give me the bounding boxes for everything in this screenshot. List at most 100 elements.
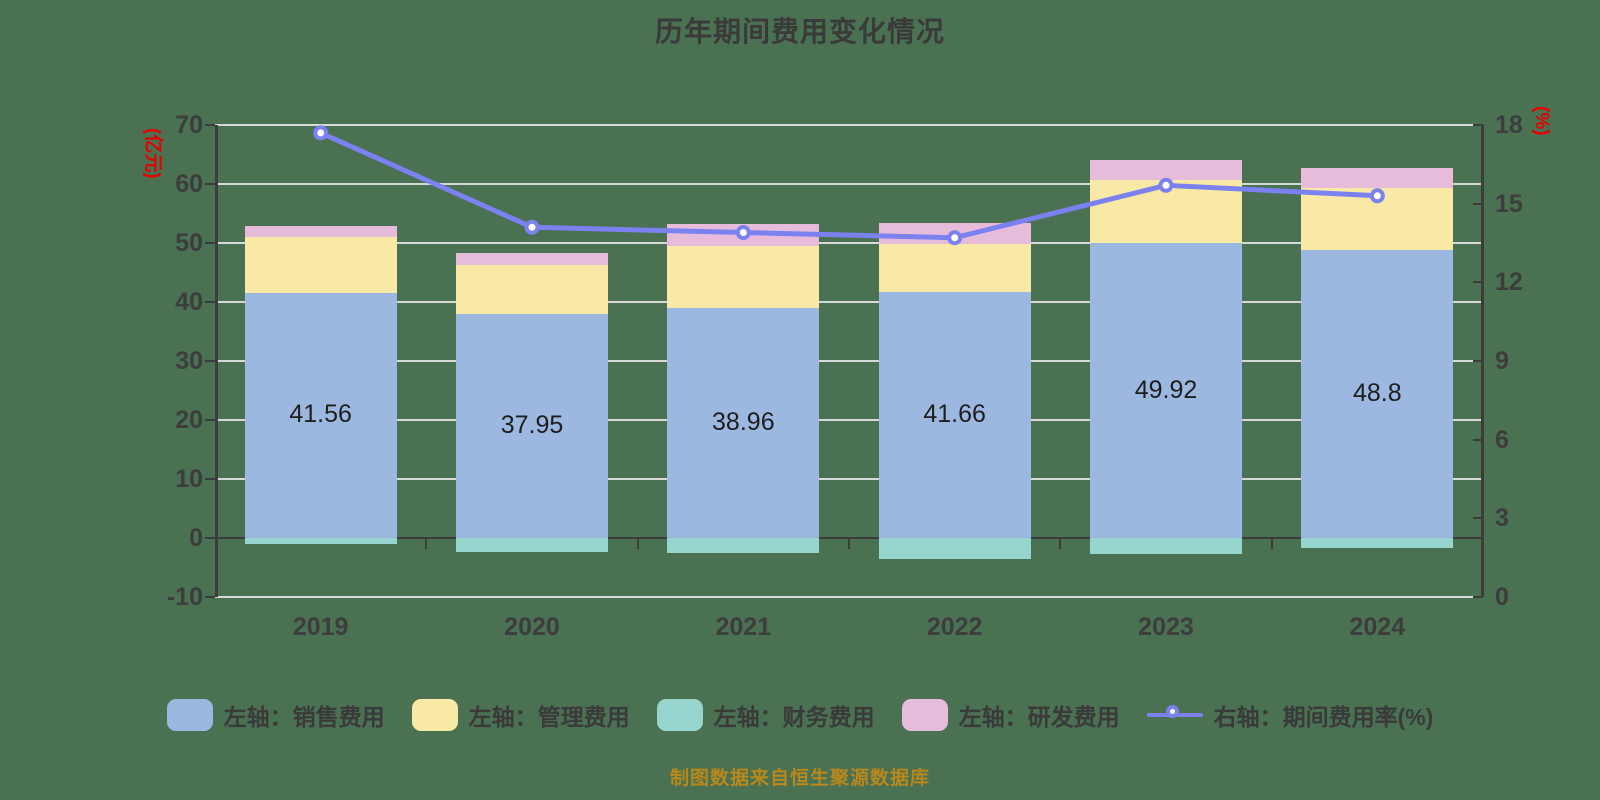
bar-segment-financial-2024[interactable]	[1301, 538, 1454, 549]
left-axis-label-20: 20	[175, 406, 203, 434]
bar-value-label-2023: 49.92	[1134, 375, 1198, 404]
right-axis-line	[1481, 125, 1484, 597]
left-axis-label-0: 0	[189, 524, 203, 552]
grid-line-50	[215, 242, 1483, 244]
bar-segment-rnd-2020[interactable]	[456, 252, 608, 265]
bar-segment-sales-2019[interactable]	[244, 292, 397, 538]
grid-line-30	[215, 360, 1483, 362]
x-axis-tick-2	[636, 538, 639, 549]
right-axis-tick-18	[1473, 124, 1483, 126]
bar-segment-financial-2019[interactable]	[244, 538, 397, 544]
bar-segment-financial-2020[interactable]	[456, 538, 608, 553]
management-swatch-icon	[411, 699, 458, 731]
legend-item-financial[interactable]: 左轴：财务费用	[656, 698, 875, 732]
left-axis-tick--10	[205, 596, 215, 598]
bar-segment-management-2019[interactable]	[244, 236, 397, 293]
grid-line-70	[215, 124, 1483, 126]
x-label-2020: 2020	[504, 613, 560, 641]
x-axis-tick-4	[1059, 538, 1062, 549]
bar-value-label-2020: 37.95	[500, 411, 564, 440]
left-axis-tick-60	[205, 183, 215, 185]
rate-marker-2021[interactable]	[735, 225, 751, 241]
right-axis-label-9: 9	[1495, 347, 1509, 375]
legend: 左轴：销售费用 左轴：管理费用 左轴：财务费用 左轴：研发费用 右轴：期间费用率…	[0, 698, 1600, 732]
bar-value-label-2021: 38.96	[712, 408, 775, 437]
right-axis-tick-12	[1473, 281, 1483, 284]
right-axis-label-15: 15	[1495, 189, 1523, 218]
left-axis-tick-50	[205, 242, 215, 244]
bar-segment-management-2020[interactable]	[456, 264, 608, 315]
grid-line-60	[215, 183, 1483, 185]
bar-segment-rnd-2019[interactable]	[244, 225, 397, 237]
rate-marker-2019[interactable]	[313, 125, 329, 141]
bar-segment-sales-2024[interactable]	[1301, 250, 1454, 538]
left-axis-label-40: 40	[175, 288, 203, 316]
bar-segment-management-2021[interactable]	[667, 245, 820, 309]
right-axis-tick-15	[1473, 202, 1483, 205]
legend-label-sales: 左轴：销售费用	[223, 704, 385, 730]
right-axis-tick-6	[1473, 438, 1483, 441]
x-label-2021: 2021	[715, 613, 772, 641]
grid-line--10	[215, 596, 1483, 598]
bar-segment-sales-2020[interactable]	[456, 314, 608, 538]
grid-line-40	[215, 301, 1483, 303]
left-axis-label-70: 70	[175, 111, 203, 139]
legend-item-management[interactable]: 左轴：管理费用	[411, 698, 630, 732]
rate-marker-2023[interactable]	[1158, 177, 1174, 193]
x-axis-tick-1	[425, 538, 428, 549]
source-note: 制图数据来自恒生聚源数据库	[669, 768, 930, 789]
right-axis-tick-9	[1473, 360, 1483, 362]
left-axis-label-50: 50	[175, 229, 203, 257]
rnd-swatch-icon	[901, 699, 948, 731]
right-axis-label-6: 6	[1495, 425, 1509, 454]
right-axis-label-12: 12	[1495, 268, 1523, 297]
line-marker-icon	[1146, 699, 1203, 731]
left-axis-tick-20	[205, 419, 215, 421]
left-axis-tick-30	[205, 360, 215, 362]
legend-item-rnd[interactable]: 左轴：研发费用	[901, 698, 1120, 732]
bar-value-label-2019: 41.56	[289, 400, 352, 429]
bar-value-label-2024: 48.8	[1352, 379, 1402, 408]
left-axis-label-60: 60	[175, 170, 203, 198]
x-label-2022: 2022	[926, 613, 983, 641]
right-axis-label-18: 18	[1495, 111, 1523, 139]
grid-line-10	[215, 478, 1483, 480]
left-axis-label-10: 10	[175, 465, 203, 493]
legend-item-expense-rate[interactable]: 右轴：期间费用率(%)	[1146, 698, 1434, 732]
left-axis-label--10: -10	[166, 583, 203, 611]
left-axis-label-30: 30	[175, 347, 203, 375]
right-axis-tick-0	[1473, 596, 1483, 598]
page-title: 历年期间费用变化情况	[654, 16, 945, 47]
left-axis-tick-10	[205, 478, 215, 480]
bar-segment-management-2022[interactable]	[878, 243, 1031, 293]
rate-marker-2020[interactable]	[524, 219, 540, 235]
left-axis-tick-70	[205, 124, 215, 126]
bar-segment-sales-2021[interactable]	[667, 308, 820, 538]
left-axis-tick-40	[205, 301, 215, 303]
legend-label-financial: 左轴：财务费用	[713, 704, 875, 730]
rate-marker-2024[interactable]	[1369, 188, 1385, 204]
x-label-2023: 2023	[1138, 613, 1194, 641]
x-axis-tick-3	[848, 538, 850, 549]
legend-label-expense-rate: 右轴：期间费用率(%)	[1213, 704, 1434, 730]
financial-swatch-icon	[656, 699, 703, 731]
right-axis-label-3: 3	[1495, 504, 1509, 533]
left-axis-line	[215, 125, 218, 597]
bar-segment-rnd-2023[interactable]	[1090, 159, 1242, 181]
bar-segment-financial-2021[interactable]	[667, 538, 820, 553]
right-axis-label-0: 0	[1495, 583, 1509, 611]
rate-marker-2022[interactable]	[947, 230, 963, 246]
legend-label-management: 左轴：管理费用	[468, 704, 630, 730]
x-label-2024: 2024	[1349, 613, 1406, 641]
bar-segment-sales-2022[interactable]	[878, 292, 1031, 538]
right-axis-tick-3	[1473, 517, 1483, 520]
bar-value-label-2022: 41.66	[923, 400, 986, 429]
bar-segment-sales-2023[interactable]	[1090, 243, 1242, 538]
sales-swatch-icon	[166, 699, 213, 731]
bar-segment-financial-2022[interactable]	[878, 538, 1031, 559]
legend-item-sales[interactable]: 左轴：销售费用	[166, 698, 385, 732]
bar-segment-financial-2023[interactable]	[1090, 538, 1242, 554]
bar-segment-rnd-2024[interactable]	[1301, 168, 1454, 188]
left-axis-tick-0	[205, 537, 215, 539]
